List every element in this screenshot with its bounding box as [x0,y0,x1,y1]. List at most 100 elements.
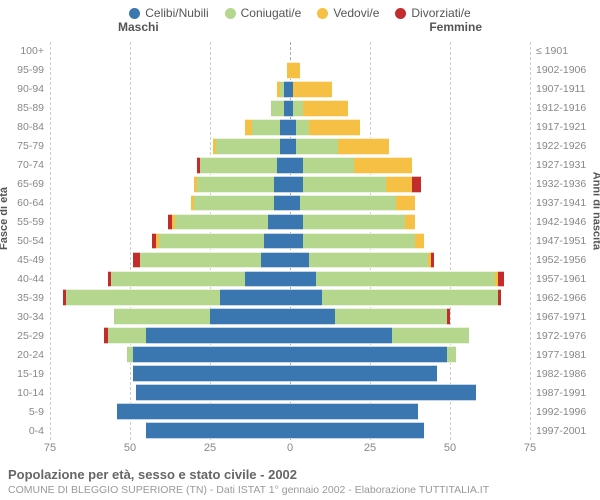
male-half [50,213,290,232]
age-label: 70-74 [6,159,44,171]
footer-title: Popolazione per età, sesso e stato civil… [8,467,592,482]
x-tick-label: 25 [364,442,376,454]
bar-segment [386,176,412,193]
female-half [290,288,530,307]
header-female: Femmine [429,20,482,34]
bar-segment [290,252,309,269]
bar-segment [274,176,290,193]
pyramid-row: 35-391962-1966 [50,288,530,307]
bar-segment [293,81,331,98]
female-half [290,99,530,118]
pyramid-rows: 100+≤ 190195-991902-190690-941907-191185… [50,42,530,440]
female-half [290,383,530,402]
birth-label: 1962-1966 [536,292,594,304]
female-half [290,118,530,137]
bar-segment [431,252,434,269]
bar-segment [146,422,290,439]
bar-segment [252,119,281,136]
male-half [50,402,290,421]
bar-segment [303,214,405,231]
male-half [50,307,290,326]
male-half [50,99,290,118]
male-half [50,175,290,194]
birth-label: 1967-1971 [536,311,594,323]
bar-segment [303,100,348,117]
bar-segment [277,157,290,174]
male-half [50,250,290,269]
male-half [50,364,290,383]
bar-segment [200,157,277,174]
male-half [50,232,290,251]
legend-item: Coniugati/e [225,6,302,20]
pyramid-row: 15-191982-1986 [50,364,530,383]
bar-segment [296,138,338,155]
bar-segment [290,176,303,193]
bar-segment [447,308,450,325]
bar-segment [117,403,290,420]
female-half [290,307,530,326]
female-half [290,194,530,213]
bar-segment [303,157,354,174]
bar-segment [290,422,424,439]
male-half [50,326,290,345]
bar-segment [268,214,290,231]
bar-segment [316,271,495,288]
bar-segment [290,327,392,344]
male-half [50,118,290,137]
birth-label: 1932-1936 [536,178,594,190]
female-half [290,61,530,80]
pyramid-row: 95-991902-1906 [50,61,530,80]
bar-segment [335,308,447,325]
pyramid-row: 0-41997-2001 [50,421,530,440]
age-label: 100+ [6,45,44,57]
female-half [290,213,530,232]
male-half [50,156,290,175]
birth-label: ≤ 1901 [536,45,594,57]
age-label: 65-69 [6,178,44,190]
birth-label: 1937-1941 [536,197,594,209]
birth-label: 1972-1976 [536,330,594,342]
birth-label: 1952-1956 [536,254,594,266]
age-label: 40-44 [6,273,44,285]
birth-label: 1912-1916 [536,102,594,114]
bar-segment [354,157,412,174]
age-label: 5-9 [6,406,44,418]
bar-segment [303,176,386,193]
pyramid-row: 70-741927-1931 [50,156,530,175]
bar-segment [309,252,427,269]
female-half [290,345,530,364]
female-half [290,137,530,156]
pyramid-row: 80-841917-1921 [50,118,530,137]
bar-segment [415,233,425,250]
pyramid-row: 10-141987-1991 [50,383,530,402]
male-half [50,61,290,80]
legend-label: Vedovi/e [333,6,379,20]
male-half [50,345,290,364]
male-half [50,80,290,99]
bar-segment [216,138,280,155]
male-half [50,288,290,307]
bar-segment [290,214,303,231]
bar-segment [290,346,447,363]
bar-segment [293,100,303,117]
birth-label: 1992-1996 [536,406,594,418]
birth-label: 1997-2001 [536,425,594,437]
age-label: 30-34 [6,311,44,323]
female-half [290,80,530,99]
age-label: 35-39 [6,292,44,304]
female-half [290,269,530,288]
birth-label: 1942-1946 [536,216,594,228]
legend-label: Divorziati/e [411,6,470,20]
bar-segment [261,252,290,269]
age-label: 60-64 [6,197,44,209]
bar-segment [290,308,335,325]
pyramid-row: 60-641937-1941 [50,194,530,213]
legend-label: Coniugati/e [241,6,302,20]
bar-segment [392,327,469,344]
age-label: 55-59 [6,216,44,228]
bar-segment [111,271,245,288]
pyramid-row: 65-691932-1936 [50,175,530,194]
bar-segment [133,346,290,363]
gridline [530,42,531,440]
bar-segment [290,271,316,288]
